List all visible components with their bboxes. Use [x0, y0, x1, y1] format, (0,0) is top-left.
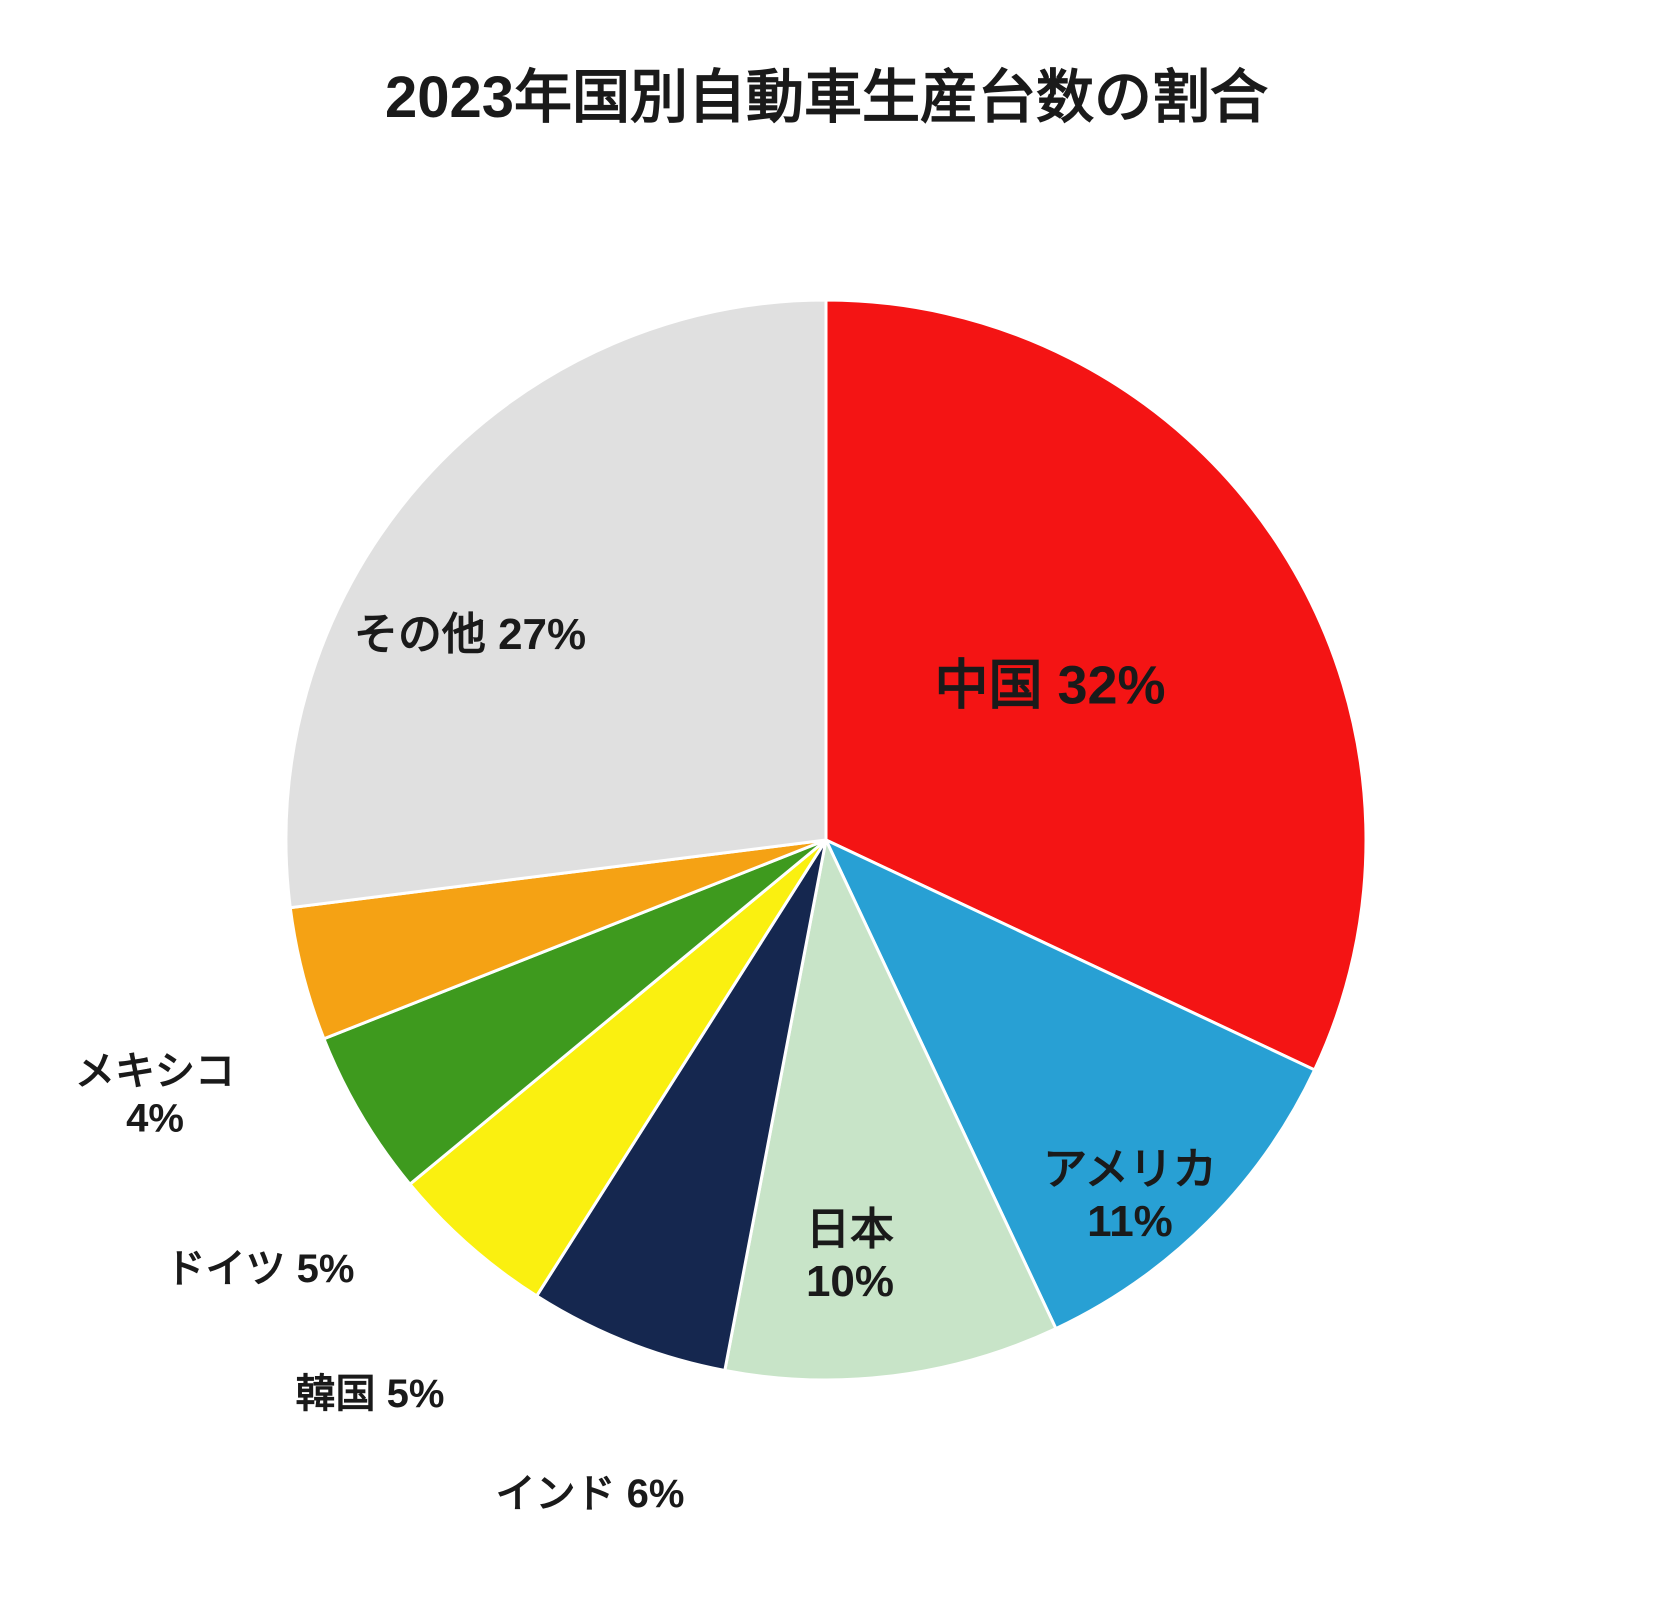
slice-label-line: アメリカ [1043, 1133, 1217, 1197]
slice-label: その他 27% [354, 598, 586, 662]
slice-label: ドイツ 5% [166, 1236, 355, 1294]
slice-label-line: 日本 [806, 1193, 894, 1257]
slice-label-line: 11% [1043, 1197, 1217, 1247]
slice-label: アメリカ11% [1043, 1133, 1217, 1247]
slice-label: 日本10% [806, 1193, 894, 1307]
slice-label: 韓国 5% [296, 1361, 445, 1419]
slice-label: 中国 32% [934, 641, 1165, 720]
slice-label: インド 6% [496, 1461, 685, 1519]
pie-chart [0, 0, 1653, 1612]
slice-label-line: 10% [806, 1257, 894, 1307]
slice-label-line: メキシコ [75, 1039, 235, 1097]
slice-label-line: 4% [75, 1097, 235, 1142]
slice-label: メキシコ4% [75, 1039, 235, 1142]
